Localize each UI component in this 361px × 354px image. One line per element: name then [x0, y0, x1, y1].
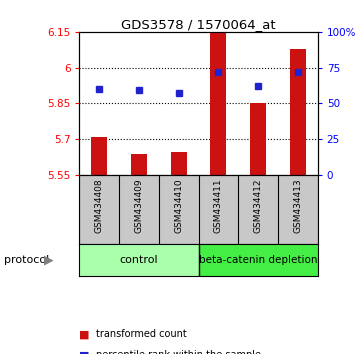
Text: ■: ■: [79, 350, 90, 354]
Bar: [210, 32, 226, 175]
Bar: [91, 137, 107, 175]
Text: transformed count: transformed count: [96, 329, 186, 339]
Bar: [250, 103, 266, 175]
Bar: [290, 48, 306, 175]
Text: protocol: protocol: [4, 255, 49, 265]
Text: GSM434411: GSM434411: [214, 178, 223, 233]
Text: control: control: [120, 255, 158, 265]
Text: beta-catenin depletion: beta-catenin depletion: [199, 255, 317, 265]
Title: GDS3578 / 1570064_at: GDS3578 / 1570064_at: [121, 18, 276, 31]
Text: percentile rank within the sample: percentile rank within the sample: [96, 350, 261, 354]
Text: GSM434413: GSM434413: [293, 178, 302, 233]
Text: ■: ■: [79, 329, 90, 339]
Text: ▶: ▶: [44, 254, 53, 267]
Bar: [199, 244, 318, 276]
Bar: [79, 244, 199, 276]
Bar: [171, 152, 187, 175]
Text: GSM434412: GSM434412: [254, 178, 262, 233]
Text: GSM434409: GSM434409: [135, 178, 143, 233]
Text: GSM434410: GSM434410: [174, 178, 183, 233]
Bar: [131, 154, 147, 175]
Text: GSM434408: GSM434408: [95, 178, 104, 233]
